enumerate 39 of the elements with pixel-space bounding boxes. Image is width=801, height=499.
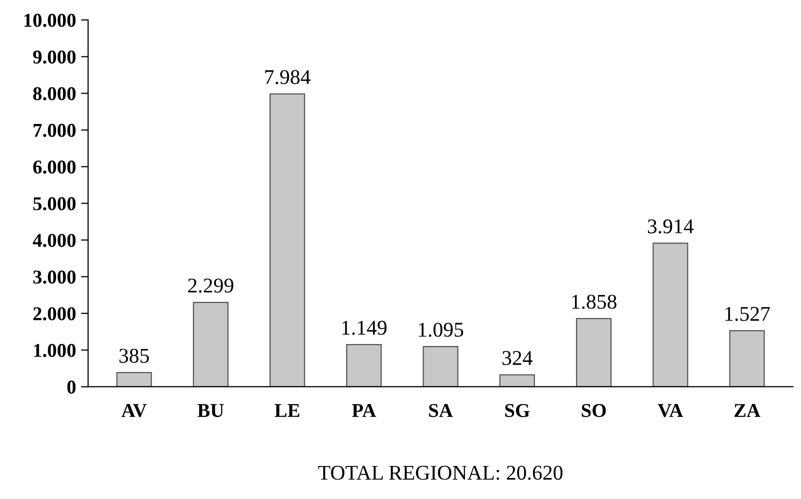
y-tick-label: 10.000 <box>24 14 76 27</box>
x-tick-label: ZA <box>734 404 760 417</box>
data-label: 1.149 <box>342 320 387 335</box>
text: TOTAL REGIONAL: 20.620 <box>318 466 562 480</box>
y-tick-label: 5.000 <box>33 197 76 210</box>
y-tick-label: 1.000 <box>34 344 76 358</box>
y-tick-label: 7.000 <box>34 124 76 138</box>
x-tick-label: SA <box>429 404 453 418</box>
data-label: 1.095 <box>418 322 464 337</box>
y-tick-label: 3.000 <box>33 270 76 284</box>
x-tick-label: AV <box>121 404 147 418</box>
bar <box>652 242 688 387</box>
y-tick-label: 9.000 <box>33 50 76 64</box>
bar <box>729 330 765 387</box>
data-label: 1.858 <box>572 294 616 309</box>
y-tick-label: 6.000 <box>33 160 76 174</box>
x-tick-label: SO <box>582 404 606 418</box>
bar <box>192 302 228 387</box>
data-label: 385 <box>119 348 149 363</box>
bar <box>576 318 612 387</box>
bar <box>499 374 535 387</box>
x-tick-label: BU <box>198 404 224 418</box>
bar <box>346 344 382 387</box>
x-tick-label: PA <box>352 404 376 417</box>
y-tick-label: 4.000 <box>32 234 76 248</box>
x-tick-label: VA <box>658 404 684 418</box>
data-label: 3.914 <box>648 219 694 234</box>
y-tick-label: 8.000 <box>33 87 76 100</box>
x-tick-label: LE <box>274 404 300 417</box>
bar <box>270 93 306 387</box>
data-label: 7.984 <box>265 70 310 84</box>
data-label: 1.527 <box>725 306 770 322</box>
bar <box>422 346 458 387</box>
y-tick-label: 0 <box>67 380 76 394</box>
x-tick-label: SG <box>505 404 530 418</box>
data-label: 324 <box>502 351 532 366</box>
data-label: 2.299 <box>188 278 234 293</box>
y-tick-label: 2.000 <box>33 307 76 320</box>
bar <box>116 372 152 387</box>
